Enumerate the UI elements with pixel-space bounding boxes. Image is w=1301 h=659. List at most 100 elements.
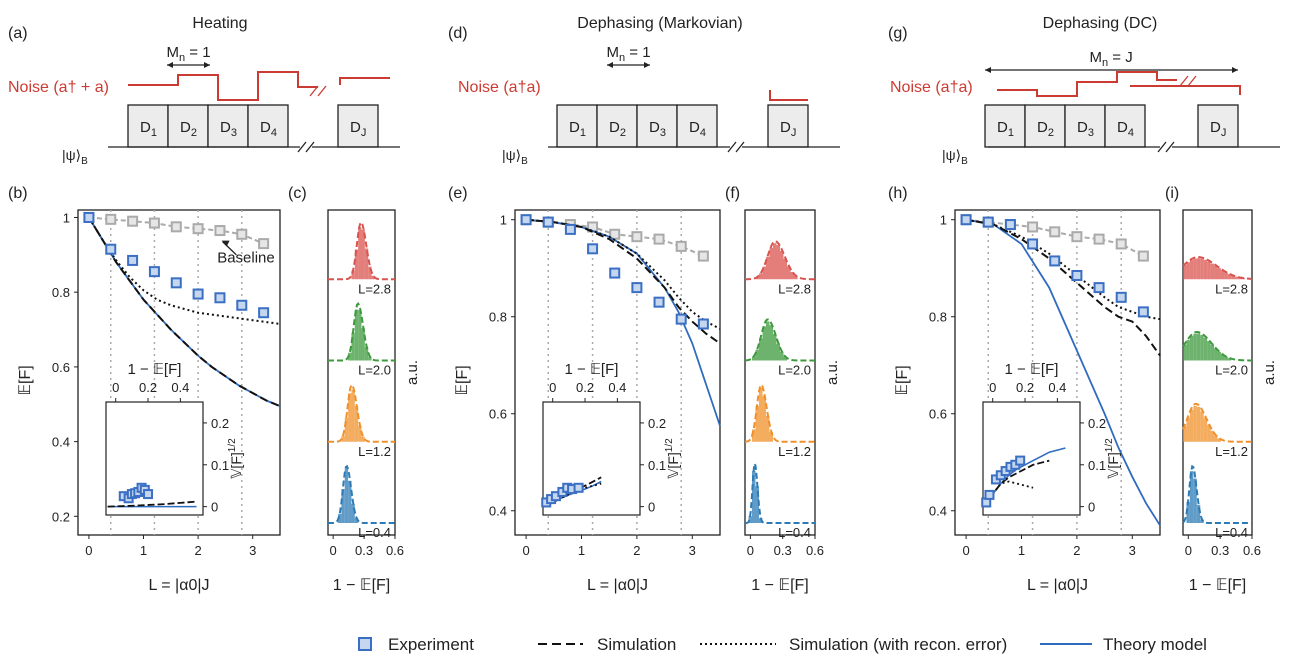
hist-bar — [763, 396, 767, 442]
inset-y-tick-label: 0.2 — [1088, 416, 1106, 431]
inset-b: 0 0.2 0.400.10.21 − 𝔼[F]𝕍[F]1/2 — [106, 361, 244, 515]
x-tick-label: 1 — [140, 543, 147, 558]
panel-label-i: (i) — [1165, 185, 1179, 202]
main-plot-b: (b) 0 1 2 3 0.2 0.4 0.6 0.8 1 L = |α0|J 𝔼[F] Baselin… — [8, 185, 280, 594]
inset-x-axis-label: 1 − 𝔼[F] — [1005, 361, 1059, 378]
hist-fit-line — [328, 385, 395, 442]
baseline-point — [632, 232, 641, 241]
noise-waveform — [997, 72, 1177, 96]
hist-L-label: L=1.2 — [1215, 444, 1248, 459]
hist-bar — [766, 416, 770, 442]
experiment-point — [632, 283, 641, 292]
experiment-point — [106, 245, 115, 254]
x-tick-label: 0.3 — [355, 543, 373, 558]
experiment-point — [522, 215, 531, 224]
hist-bar — [1186, 262, 1189, 279]
hist-bar — [1211, 345, 1214, 361]
hist-bar — [355, 406, 358, 442]
hist-bar — [1224, 272, 1227, 279]
inset-x-tick-label: 0 — [549, 380, 556, 395]
experiment-point — [984, 218, 993, 227]
hist-bar — [1190, 336, 1193, 361]
inset-x-tick-label: 0 — [989, 380, 996, 395]
inset-y-tick-label: 0.1 — [211, 458, 229, 473]
hist-bar — [1200, 335, 1203, 360]
inset-x-tick-label: 0 — [112, 380, 119, 395]
x-axis-label: 1 − 𝔼[F] — [333, 577, 390, 594]
x-axis-label: L = |α0|J — [1027, 577, 1088, 594]
inset-experiment-point — [1016, 457, 1024, 465]
legend: Experiment Simulation Simulation (with rec… — [359, 635, 1207, 654]
hist-bar — [1235, 277, 1238, 280]
inset-y-tick-label: 0.1 — [1088, 458, 1106, 473]
hist-bar — [1218, 268, 1221, 279]
experiment-point — [1095, 283, 1104, 292]
experiment-point — [1117, 293, 1126, 302]
x-axis-label: 1 − 𝔼[F] — [751, 577, 808, 594]
experiment-point — [1028, 239, 1037, 248]
noise-break — [1188, 76, 1196, 86]
simulation-recon-line — [89, 217, 280, 323]
hist-L-label: L=2.8 — [778, 281, 811, 296]
x-tick-label: 1 — [1018, 543, 1025, 558]
x-tick-label: 3 — [249, 543, 256, 558]
state-label: |ψ⟩B — [502, 147, 528, 167]
simulation-line — [89, 217, 280, 406]
inset-experiment-point — [575, 484, 583, 492]
schematic-title-a: Heating — [192, 15, 247, 32]
inset-frame — [983, 402, 1080, 515]
hist-L-label: L=2.0 — [778, 363, 811, 378]
x-axis-label: L = |α0|J — [149, 577, 210, 594]
panel-label-f: (f) — [725, 185, 740, 202]
baseline-annotation: Baseline — [217, 249, 275, 266]
baseline-point — [677, 242, 686, 251]
x-tick-label: 2 — [633, 543, 640, 558]
hist-bar — [773, 334, 777, 361]
hist-bar — [1204, 338, 1207, 361]
mn-arrow-head — [167, 62, 173, 68]
inset-y-tick-label: 0 — [1088, 500, 1095, 515]
mn-label: Mn = 1 — [607, 44, 651, 64]
y-tick-label: 0.6 — [489, 407, 507, 422]
noise-waveform-tail — [1130, 86, 1240, 95]
experiment-point — [128, 256, 137, 265]
baseline-point — [194, 224, 203, 233]
hist-bar — [759, 338, 763, 360]
hist-bar — [1197, 258, 1200, 279]
main-plot-h: (h)0 1 2 30.40.60.81L = |α0|J𝔼[F] 0 0.2 0.400.… — [888, 185, 1160, 594]
inset-e: 0 0.2 0.400.10.21 − 𝔼[F]𝕍[F]1/2 — [542, 361, 681, 515]
legend-experiment-label: Experiment — [388, 635, 474, 654]
inset-x-axis-label: 1 − 𝔼[F] — [128, 361, 182, 378]
noise-label: Noise (a† + a) — [8, 79, 109, 96]
schematic-title-g: Dephasing (DC) — [1043, 15, 1158, 32]
baseline-point — [1095, 235, 1104, 244]
experiment-point — [172, 278, 181, 287]
y-axis-label: a.u. — [1261, 360, 1278, 385]
experiment-point — [150, 267, 159, 276]
hist-bar — [756, 350, 760, 361]
hist-plot-c: (c)0 0.3 0.61 − 𝔼[F]a.u.L=2.8L=2.0L=1.2L=0… — [288, 185, 421, 594]
y-tick-label: 1 — [500, 213, 507, 228]
legend-theory-label: Theory model — [1103, 635, 1207, 654]
hist-bar — [1190, 410, 1193, 442]
mn-label: Mn = 1 — [167, 44, 211, 64]
x-tick-label: 0.6 — [386, 543, 404, 558]
y-tick-label: 0.8 — [52, 285, 70, 300]
x-tick-label: 3 — [1129, 543, 1136, 558]
panel-label-a: (a) — [8, 25, 28, 42]
hist-L-label: L=1.2 — [778, 444, 811, 459]
x-tick-label: 0 — [85, 543, 92, 558]
x-tick-label: 2 — [194, 543, 201, 558]
baseline-point — [1050, 227, 1059, 236]
hist-bar — [770, 325, 774, 360]
noise-waveform-tail — [770, 90, 808, 100]
panel-label-e: (e) — [448, 185, 468, 202]
inset-y-tick-label: 0.2 — [648, 416, 666, 431]
inset-x-tick-label: 0.2 — [576, 380, 594, 395]
hist-bar — [362, 328, 365, 360]
x-tick-label: 0.6 — [1243, 543, 1261, 558]
experiment-point — [544, 218, 553, 227]
baseline-point — [237, 230, 246, 239]
